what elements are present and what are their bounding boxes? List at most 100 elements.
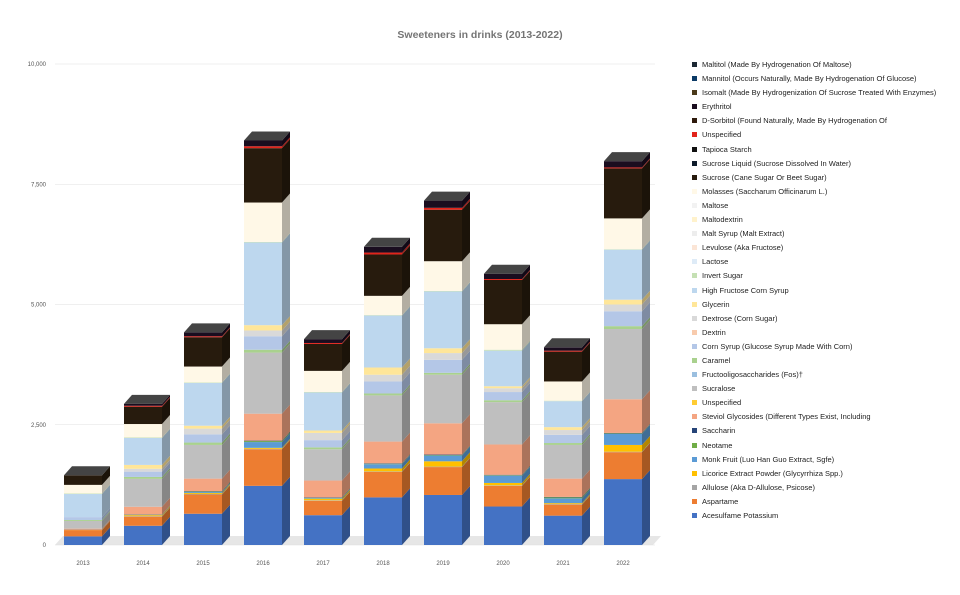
legend-label: Maltodextrin [702,215,743,225]
bar-segment [364,374,402,382]
bar-segment [184,513,222,545]
bar-segment-side [462,485,470,545]
legend-swatch [692,76,697,82]
bar-segment [64,536,102,545]
bar-segment [604,311,642,327]
bar-segment-side [642,240,650,300]
bar-segment-side [282,476,290,545]
bar-segment-side [222,435,230,479]
legend-item: Malt Syrup (Malt Extract) [692,229,954,239]
bar-segment-side [462,446,470,456]
x-tick-label: 2018 [376,561,390,567]
legend-label: Aspartame [702,496,739,506]
bar-segment-side [642,158,650,169]
bar-segment-side [642,424,650,445]
bar-segment-side [642,435,650,452]
legend-label: D-Sorbitol (Found Naturally, Made By Hyd… [702,116,887,126]
legend-label: Neotame [702,440,733,450]
bar-segment-side [522,264,530,280]
bar-segment [604,299,642,305]
y-tick-label: 0 [43,543,47,549]
bar-segment-side [402,432,410,464]
bar-segment [304,343,342,371]
bar-segment-side [642,320,650,400]
bar-segment-side [222,485,230,495]
bar-segment [544,430,582,435]
bar-segment [484,273,522,280]
bar-segment-side [642,302,650,327]
bar-segment-side [522,476,530,486]
bar-segment [364,381,402,394]
bar-segment-side [342,471,350,498]
bar-segment-side [342,491,350,501]
bar-segment-side [462,363,470,375]
bar-segment [244,242,282,326]
bar-segment-side [342,488,350,498]
legend-item: Neotame [692,441,954,451]
legend-swatch [692,174,697,180]
legend-swatch [692,160,697,166]
bar-segment-side [522,270,530,325]
bar-segment [604,433,642,445]
legend-item: Sucrose Liquid (Sucrose Dissolved In Wat… [692,159,954,169]
bar-segment [484,279,522,325]
legend-item: Sucrose (Cane Sugar Or Beet Sugar) [692,173,954,183]
bar-segment-side [522,476,530,507]
x-tick-label: 2020 [496,561,510,567]
bar-segment [304,500,342,516]
bar-segment [544,498,582,504]
bar-segment-side [282,404,290,441]
legend-swatch [692,442,697,448]
bar-top [244,131,290,141]
bar-segment-side [642,240,650,250]
bar-segment [364,252,402,255]
bar-segment-side [162,505,170,515]
bar-segment-side [282,343,290,414]
bar-top [304,330,350,340]
bar-segment [484,350,522,387]
bar-segment-side [102,484,110,495]
bar-segment [64,520,102,529]
bar-segment-side [522,465,530,476]
bar-segment-side [282,139,290,203]
bar-segment-side [642,152,650,168]
legend-swatch [692,414,697,420]
legend-swatch [692,188,697,194]
bar-segment-side [522,379,530,393]
legend-label: Licorice Extract Powder (Glycyrrhiza Spp… [702,468,843,478]
bar-segment-side [402,237,410,253]
bar-segment-side [222,323,230,337]
bar-segment [424,423,462,455]
legend-label: Lactose [702,257,729,267]
bar-segment [424,207,462,210]
legend-swatch [692,456,697,462]
bar-segment-side [522,497,530,545]
legend-swatch [692,217,697,223]
bar-segment [544,515,582,545]
legend-swatch [692,90,697,96]
bar-top [544,338,590,348]
bar-segment [424,372,462,375]
bar-segment-side [522,393,530,445]
legend-item: Invert Sugar [692,271,954,281]
bar-segment [544,503,582,505]
bar-segment-side [342,440,350,481]
bar-segment [304,498,342,501]
bar-segment-side [342,491,350,516]
bar-segment [484,506,522,545]
bar-segment [244,330,282,337]
bar-segment [304,342,342,344]
bar-segment [184,425,222,429]
legend-label: Acesulfame Potassium [702,511,779,520]
bar-segment-side [462,365,470,424]
bar-segment [244,336,282,350]
legend-item: Caramel [692,356,954,366]
bar-segment [604,304,642,312]
bar-segment-side [162,505,170,516]
chart-title: Sweeteners in drinks (2013-2022) [397,29,563,41]
bar-segment-side [162,455,170,469]
y-tick-label: 10,000 [28,62,47,68]
bar-segment-side [522,473,530,486]
bar-segment [244,148,282,203]
legend-label: Allulose (Aka D-Allulose, Psicose) [702,482,815,492]
